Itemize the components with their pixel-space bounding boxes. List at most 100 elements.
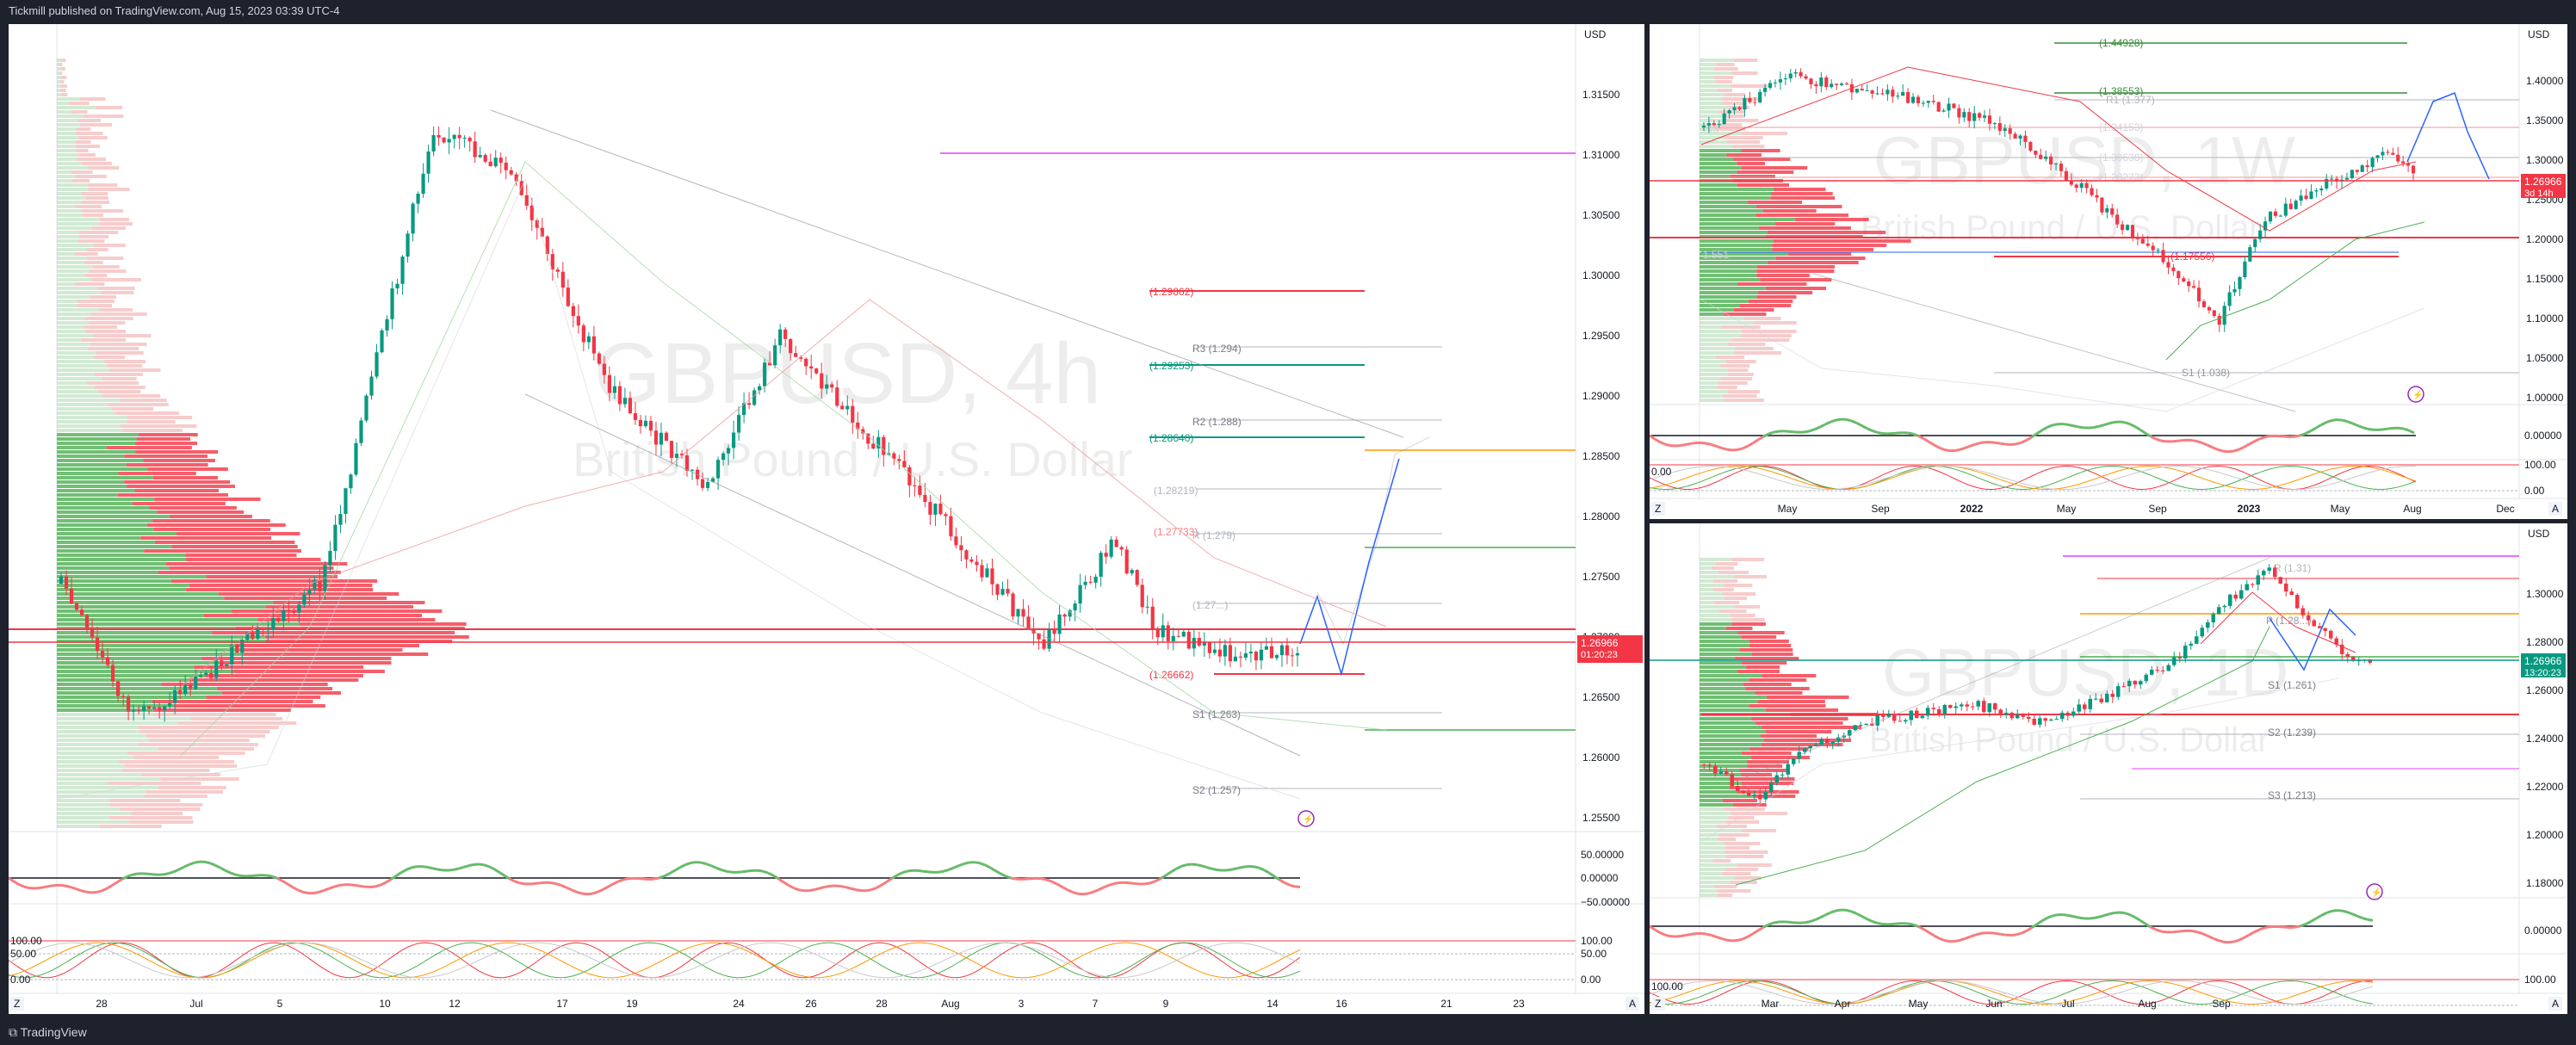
main-vp-down-bar (299, 622, 467, 626)
weekly-candle-body (1997, 123, 2002, 132)
daily-candle-body (1976, 701, 1981, 707)
daily-osc1-seg (2305, 920, 2312, 925)
main-vp-up-bar (57, 325, 84, 329)
daily-candle-body (1970, 706, 1975, 708)
tradingview-logo[interactable]: ⧉ TradingView (9, 1025, 87, 1039)
daily-candle-body (1892, 714, 1897, 721)
daily-trend-line (2200, 591, 2356, 653)
main-vp-down-bar (221, 691, 342, 695)
chart-pane-weekly[interactable]: GBPUSD, 1W British Pound / U.S. Dollar (1.… (1650, 24, 2567, 519)
weekly-osc1-seg (2036, 429, 2043, 435)
main-vp-up-bar (57, 390, 99, 393)
main-osc1-seg (1046, 878, 1053, 883)
main-candle-body (225, 664, 229, 666)
main-candle-body (628, 398, 633, 413)
main-candle-body (566, 288, 570, 306)
daily-event-marker-icon[interactable] (2366, 883, 2383, 900)
main-candle-body (835, 387, 839, 406)
daily-vp-up-bar (1700, 881, 1731, 884)
main-osc1-seg (741, 869, 748, 874)
weekly-candle-body (2008, 128, 2012, 134)
main-vp-up-bar (57, 566, 170, 570)
daily-osc1-seg (2294, 924, 2301, 929)
weekly-candle-body (2355, 170, 2359, 172)
weekly-osc1-seg (2129, 423, 2136, 429)
main-time-tick: 12 (449, 998, 461, 1010)
main-corner-a-box[interactable] (1625, 997, 1639, 1011)
weekly-corner-a-box[interactable] (2548, 502, 2562, 516)
daily-osc1-seg (1912, 923, 1919, 928)
weekly-vp-down-bar (1727, 368, 1749, 372)
weekly-event-marker-icon[interactable] (2407, 386, 2424, 403)
main-candle-body (995, 584, 1000, 595)
weekly-osc1-seg (1664, 442, 1671, 448)
weekly-candle-body (2391, 152, 2395, 155)
main-event-marker-icon[interactable] (1297, 810, 1315, 827)
main-vp-up-bar (57, 498, 155, 501)
main-candle-body (789, 338, 793, 354)
main-candle-body (933, 504, 938, 515)
main-osc1-seg (777, 877, 784, 883)
main-osc1-seg (375, 883, 381, 888)
main-trend-line (490, 109, 1404, 438)
daily-vp-down-bar (1730, 881, 1757, 884)
main-vp-down-bar (106, 364, 143, 368)
chart-pane-daily[interactable]: GBPUSD, 1D British Pound / U.S. Dollar R (… (1650, 523, 2567, 1014)
daily-vp-down-bar (1712, 859, 1731, 863)
main-candle-body (845, 405, 850, 410)
main-candle-body (1171, 635, 1175, 641)
main-candle-body (127, 696, 131, 712)
main-candle-body (825, 384, 829, 389)
weekly-candle-body (1732, 107, 1737, 110)
main-candle-body (659, 432, 664, 445)
main-candle-body (721, 453, 726, 461)
daily-osc1-seg (1706, 932, 1712, 937)
main-vp-down-bar (107, 782, 201, 785)
main-vp-up-bar (57, 71, 60, 75)
main-corner-z-box[interactable] (10, 997, 24, 1011)
weekly-candle-body (1921, 102, 1925, 104)
daily-vp-up-bar (1700, 704, 1749, 708)
main-osc1-seg (106, 884, 113, 890)
main-vp-down-bar (149, 739, 250, 742)
weekly-candle-body (2212, 310, 2216, 316)
daily-osc1-seg (1917, 925, 1924, 931)
main-vp-down-bar (146, 523, 286, 527)
main-osc1-seg (943, 868, 950, 873)
weekly-osc1-seg (1964, 444, 1971, 449)
main-vp-down-bar (152, 700, 313, 703)
main-candle-body (1202, 641, 1206, 646)
main-candle-body (1130, 570, 1134, 574)
daily-candle-body (1707, 764, 1712, 766)
main-osc1-seg (1144, 881, 1151, 886)
main-candle-body (690, 469, 695, 471)
main-vp-up-bar (57, 123, 80, 127)
daily-corner-a-box[interactable] (2548, 997, 2562, 1011)
main-vp-down-bar (59, 71, 63, 75)
daily-candle-body (2082, 704, 2087, 709)
main-candle-body (560, 271, 565, 288)
main-osc1-seg (891, 874, 898, 880)
daily-candle-body (2368, 659, 2373, 663)
weekly-osc1-seg (2160, 439, 2167, 443)
daily-vp-up-bar (1700, 855, 1727, 858)
weekly-vp-up-bar (1700, 166, 1742, 170)
main-vp-up-bar (57, 825, 101, 828)
main-candle-body (882, 436, 886, 455)
weekly-vp-down-bar (1765, 287, 1827, 290)
chart-pane-4h[interactable]: GBPUSD, 4h British Pound / U.S. Dollar (1.… (9, 24, 1644, 1014)
daily-vp-up-bar (1700, 833, 1719, 837)
main-vp-down-bar (77, 127, 91, 131)
daily-osc1-seg (2093, 915, 2100, 920)
weekly-candle-body (2248, 247, 2252, 262)
main-vp-up-bar (57, 747, 158, 751)
main-vp-down-bar (152, 476, 218, 479)
weekly-vp-down-bar (1756, 274, 1810, 277)
main-vp-up-bar (57, 760, 120, 764)
weekly-vp-up-bar (1700, 201, 1749, 204)
weekly-corner-z-box[interactable] (1651, 502, 1665, 516)
daily-corner-z-box[interactable] (1651, 997, 1665, 1011)
